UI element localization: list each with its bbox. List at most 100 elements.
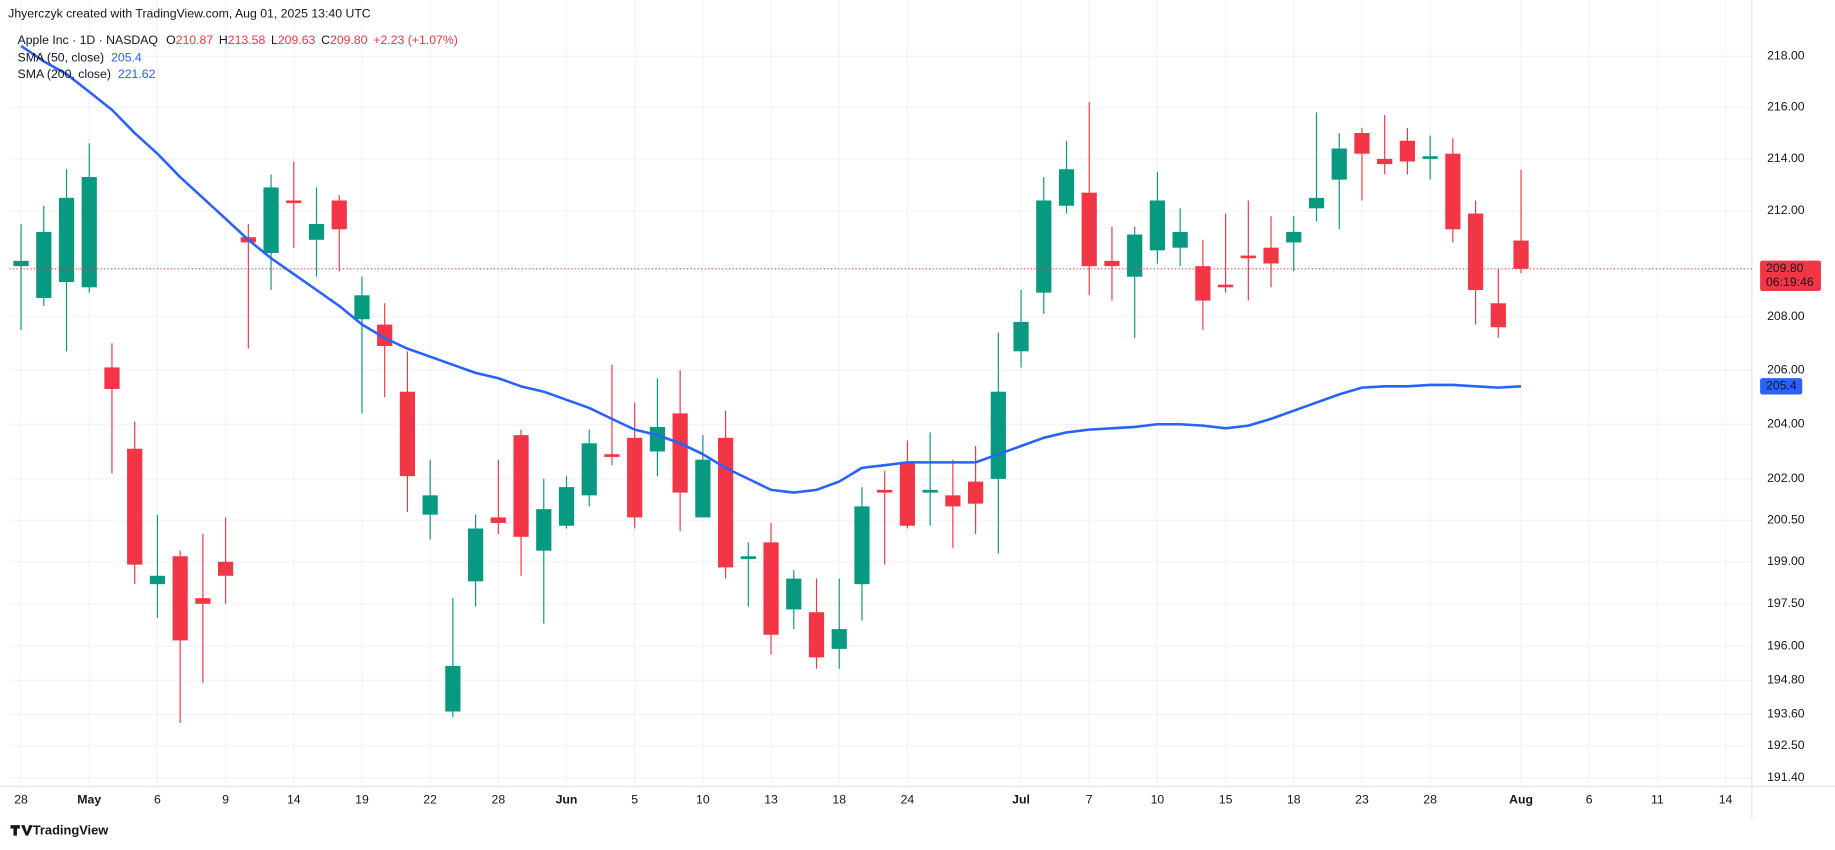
- candle-body: [195, 598, 211, 604]
- x-tick-label: 14: [1719, 793, 1733, 807]
- credit: Jhyerczyk created with TradingView.com, …: [8, 6, 371, 20]
- y-tick-label: 214.00: [1767, 151, 1805, 165]
- candle-body: [945, 495, 961, 507]
- candle-body: [1195, 266, 1211, 301]
- candle-body: [104, 367, 120, 390]
- y-tick-label: 204.00: [1767, 416, 1805, 430]
- x-tick-label: 14: [287, 793, 301, 807]
- x-tick-label: 7: [1086, 793, 1093, 807]
- x-tick-label: Jun: [556, 793, 578, 807]
- y-tick-label: 196.00: [1767, 638, 1805, 652]
- candle-body: [831, 629, 847, 649]
- sma-line: [20, 44, 1522, 494]
- candle-body: [286, 200, 302, 204]
- candle-body: [786, 578, 802, 610]
- candle-body: [877, 489, 893, 493]
- candle-body: [467, 528, 484, 582]
- candle-body: [1081, 192, 1097, 267]
- field-label: O: [166, 33, 176, 47]
- candle-body: [513, 435, 529, 537]
- x-tick-label: 10: [696, 793, 710, 807]
- x-tick-label: 9: [222, 793, 229, 807]
- candle-body: [1308, 197, 1325, 209]
- y-tick-label: 216.00: [1767, 100, 1805, 114]
- x-tick-label: 28: [492, 793, 506, 807]
- y-tick-label: 208.00: [1767, 309, 1805, 323]
- candle-body: [1013, 321, 1029, 352]
- field-label: L: [271, 33, 278, 47]
- x-tick-label: 5: [631, 793, 638, 807]
- change: +2.23 (+1.07%): [373, 33, 458, 47]
- candle-body: [263, 187, 279, 253]
- last-price-label: 209.80: [1766, 261, 1804, 275]
- candle-body: [13, 260, 29, 267]
- brand: TradingView: [33, 822, 110, 837]
- candle-body: [1172, 231, 1188, 248]
- x-tick-label: 28: [1423, 793, 1437, 807]
- candle-body: [922, 489, 938, 493]
- grid: [9, 0, 1752, 787]
- legend-sma50: SMA (50, close) 205.4: [18, 51, 142, 65]
- y-tick-label: 202.00: [1767, 471, 1805, 485]
- candle-body: [1036, 200, 1052, 293]
- x-tick-label: 6: [154, 793, 161, 807]
- y-tick-label: 193.60: [1767, 707, 1805, 721]
- candle-body: [604, 454, 620, 457]
- x-tick-label: 11: [1651, 793, 1664, 807]
- candle-body: [990, 391, 1006, 479]
- candle-body: [1263, 247, 1279, 264]
- candle-body: [1354, 133, 1370, 154]
- candle-body: [1467, 213, 1484, 290]
- symbol: Apple Inc · 1D · NASDAQ: [18, 33, 158, 47]
- y-tick-label: 206.00: [1767, 362, 1805, 376]
- countdown: 06:19:46: [1766, 275, 1814, 289]
- y-tick-label: 212.00: [1767, 203, 1805, 217]
- y-tick-label: 199.00: [1767, 554, 1805, 568]
- x-tick-label: May: [77, 793, 101, 807]
- candle-body: [422, 495, 438, 515]
- field-label: H: [219, 33, 228, 47]
- candle-body: [127, 448, 143, 565]
- sma-price-label: 205.4: [1766, 379, 1797, 393]
- indicator-value: 221.62: [118, 67, 156, 81]
- open-value: 210.87: [176, 33, 214, 47]
- candle-body: [172, 556, 188, 641]
- x-tick-label: 24: [901, 793, 915, 807]
- candle-body: [1399, 140, 1416, 162]
- x-tick-label: 22: [423, 793, 437, 807]
- plot: [9, 44, 1752, 723]
- x-tick-label: 15: [1219, 793, 1233, 807]
- x-tick-label: Jul: [1012, 793, 1030, 807]
- candle-body: [354, 295, 370, 320]
- indicator-value: 205.4: [111, 51, 142, 65]
- indicator-name: SMA (200, close): [18, 67, 111, 81]
- candle-body: [490, 517, 506, 523]
- candle-body: [740, 556, 756, 560]
- x-tick-label: 18: [1287, 793, 1301, 807]
- legend-sma200: SMA (200, close) 221.62: [18, 67, 156, 81]
- candle-body: [1377, 158, 1393, 165]
- candle-body: [217, 561, 234, 576]
- candle-body: [1104, 260, 1120, 267]
- candle-body: [1490, 303, 1506, 328]
- candle-body: [36, 231, 52, 298]
- candle-body: [445, 665, 461, 712]
- candle-body: [649, 426, 666, 452]
- x-tick-label: 6: [1586, 793, 1593, 807]
- candle-body: [717, 437, 734, 568]
- y-tick-label: 197.50: [1767, 596, 1805, 610]
- candle-body: [1240, 255, 1256, 259]
- y-tick-label: 200.50: [1767, 512, 1805, 526]
- low-value: 209.63: [278, 33, 316, 47]
- candle-body: [581, 443, 597, 496]
- candle-body: [1127, 234, 1143, 277]
- x-tick-label: Aug: [1509, 793, 1533, 807]
- candle-body: [1286, 231, 1302, 243]
- candle-body: [967, 481, 984, 504]
- logo-icon: [10, 825, 33, 836]
- y-tick-label: 192.50: [1767, 738, 1805, 752]
- axes: 218.00 216.00 214.00 212.00 208.00 206.00 204.…: [14, 48, 1821, 807]
